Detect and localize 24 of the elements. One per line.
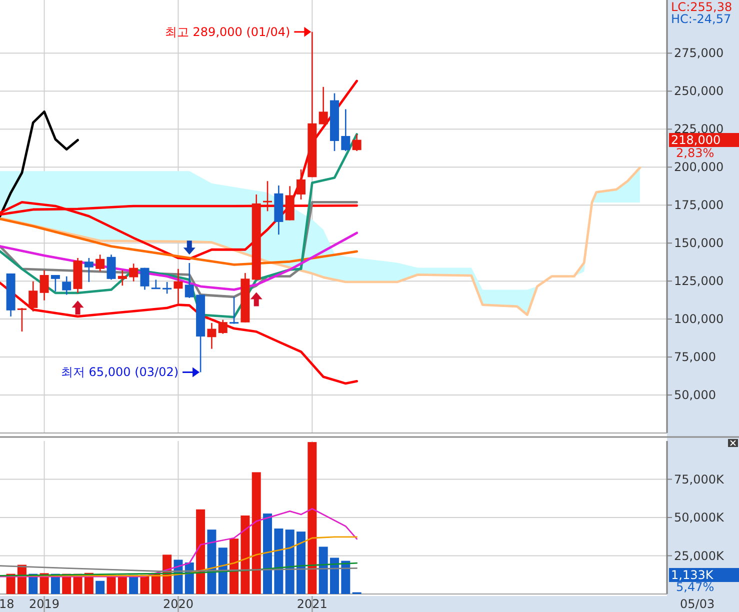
x-tick-label: 2021 [296,597,328,611]
y-tick-label: 75,000 [674,350,716,364]
x-tick-label: 2020 [162,597,194,611]
annotation: 최고 289,000 (01/04) [164,24,290,39]
text: 1,133K [671,568,714,582]
text: 2,83% [676,146,714,160]
text: 05/03 [680,597,715,611]
y-tick-label: 200,000 [674,160,724,174]
x-tick-label: 2019 [29,597,60,611]
y-tick-label: 150,000 [674,236,724,250]
y-tick-label: 125,000 [674,274,724,288]
y-tick-label: 250,000 [674,84,724,98]
y-tick-label: 275,000 [674,46,724,60]
text: LC:255,38 [671,0,732,14]
y-tick-label: 75,000K [674,472,725,486]
y-tick-label: 25,000K [674,548,725,563]
text: 18 [0,597,14,611]
text: HC:-24,57 [671,12,732,26]
y-tick-label: 50,000 [674,388,716,402]
text: 5,47% [676,580,714,594]
annotation: 최저 65,000 (03/02) [60,365,179,380]
y-tick-label: 50,000K [674,510,725,524]
y-tick-label: 175,000 [674,198,724,212]
y-tick-label: 100,000 [674,312,724,326]
